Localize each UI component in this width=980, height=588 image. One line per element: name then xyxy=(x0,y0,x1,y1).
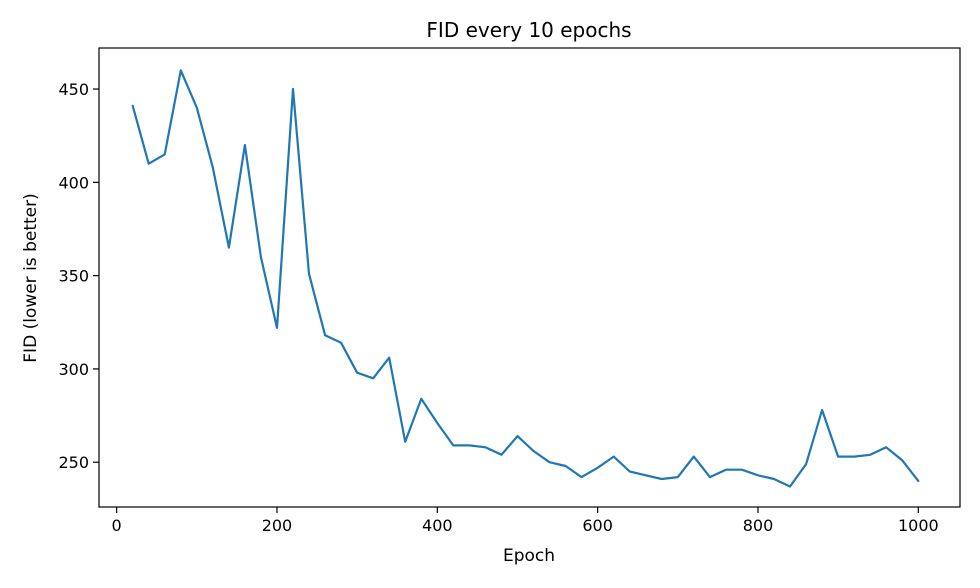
y-tick-label: 450 xyxy=(58,80,89,99)
axes-frame xyxy=(98,47,961,508)
x-tick-label: 0 xyxy=(112,516,122,535)
plot-area xyxy=(131,69,920,488)
x-tick-label: 600 xyxy=(582,516,613,535)
x-tick-label: 200 xyxy=(262,516,293,535)
series-line-0 xyxy=(131,69,920,488)
y-axis-label: FID (lower is better) xyxy=(21,193,41,362)
x-tick-label: 800 xyxy=(743,516,774,535)
x-tick-label: 1000 xyxy=(898,516,939,535)
chart-title: FID every 10 epochs xyxy=(426,18,631,42)
y-tick-label: 250 xyxy=(58,453,89,472)
y-tick-label: 400 xyxy=(58,173,89,192)
x-tick-label: 400 xyxy=(422,516,453,535)
x-axis-label: Epoch xyxy=(503,546,555,566)
y-tick-label: 300 xyxy=(58,360,89,379)
axes: 0 200 400 600 800 1000 250 300 350 400 450 xyxy=(58,47,961,535)
y-tick-label: 350 xyxy=(58,267,89,286)
